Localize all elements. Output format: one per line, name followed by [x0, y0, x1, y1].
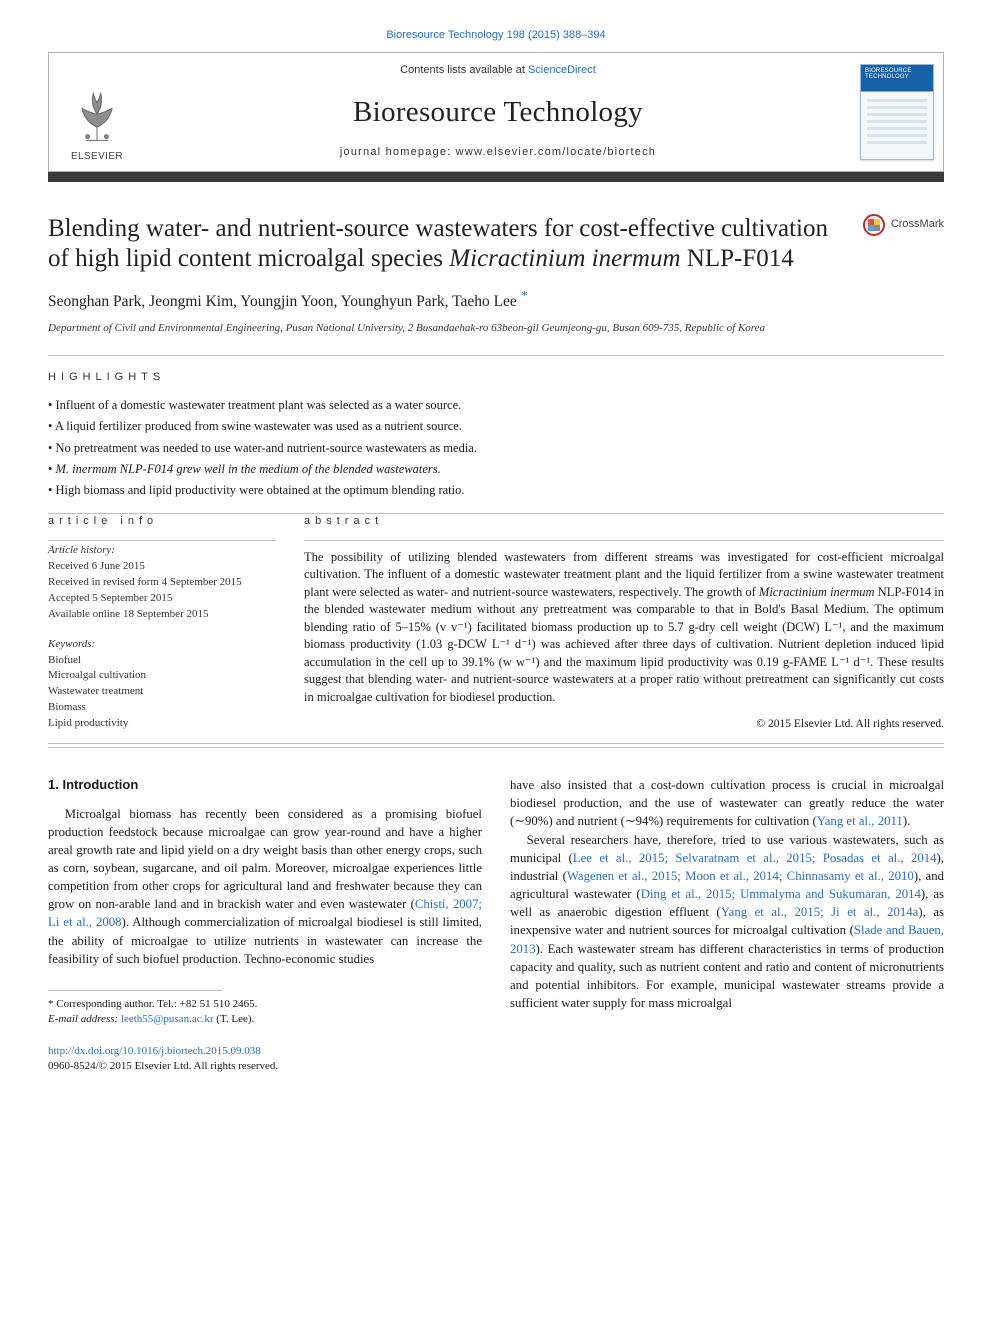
- sciencedirect-link[interactable]: ScienceDirect: [528, 64, 596, 76]
- publisher-cell: ELSEVIER: [49, 53, 145, 171]
- contents-line: Contents lists available at ScienceDirec…: [400, 63, 596, 79]
- highlight-item: M. inermum NLP-F014 grew well in the med…: [48, 460, 944, 478]
- para-text: Microalgal biomass has recently been con…: [48, 807, 482, 912]
- history-head: Article history:: [48, 543, 276, 559]
- authors-line: Seonghan Park, Jeongmi Kim, Youngjin Yoo…: [48, 287, 944, 314]
- highlight-item-em: M. inermum NLP-F014 grew well in the med…: [56, 462, 441, 476]
- citation-link[interactable]: Wagenen et al., 2015; Moon et al., 2014;…: [567, 869, 914, 883]
- email-line: E-mail address: leeth55@pusan.ac.kr (T. …: [48, 1012, 482, 1027]
- keyword: Microalgal cultivation: [48, 668, 276, 684]
- crossmark-label: CrossMark: [891, 217, 944, 233]
- body-col-right: have also insisted that a cost-down cult…: [510, 776, 944, 1075]
- keyword: Biomass: [48, 700, 276, 716]
- email-link[interactable]: leeth55@pusan.ac.kr: [121, 1013, 214, 1025]
- abstract-text: The possibility of utilizing blended was…: [304, 549, 944, 707]
- divider: [48, 747, 944, 748]
- history-line: Received 6 June 2015: [48, 559, 276, 575]
- authors-names: Seonghan Park, Jeongmi Kim, Youngjin Yoo…: [48, 293, 521, 310]
- homepage-prefix: journal homepage:: [340, 146, 456, 158]
- cover-cell: BIORESOURCE TECHNOLOGY: [851, 53, 943, 171]
- email-who: (T. Lee).: [214, 1013, 255, 1025]
- affiliation: Department of Civil and Environmental En…: [48, 321, 944, 337]
- highlights-list: Influent of a domestic wastewater treatm…: [48, 396, 944, 499]
- footnote-rule: [48, 990, 222, 991]
- article-title-species: Micractinium inermum: [449, 245, 680, 272]
- cover-body-lines: [867, 99, 927, 153]
- biblio-ref-line: Bioresource Technology 198 (2015) 388–39…: [48, 28, 944, 44]
- crossmark-icon: [863, 214, 885, 236]
- abstract-species: Micractinium inermum: [759, 585, 875, 599]
- masthead-rule-bar: [48, 172, 944, 182]
- email-label: E-mail address:: [48, 1013, 121, 1025]
- cover-title: BIORESOURCE TECHNOLOGY: [865, 68, 929, 81]
- masthead-center: Contents lists available at ScienceDirec…: [145, 53, 851, 171]
- keyword: Biofuel: [48, 653, 276, 669]
- divider: [48, 540, 276, 541]
- keywords-head: Keywords:: [48, 637, 276, 653]
- citation-link[interactable]: Yang et al., 2011: [817, 814, 903, 828]
- abstract-head: abstract: [304, 514, 944, 530]
- body-col-left: 1. Introduction Microalgal biomass has r…: [48, 776, 482, 1075]
- publisher-name: ELSEVIER: [71, 150, 123, 165]
- article-info-col: article info Article history: Received 6…: [48, 514, 276, 733]
- article-info-head: article info: [48, 514, 276, 530]
- contents-prefix: Contents lists available at: [400, 64, 528, 76]
- history-line: Available online 18 September 2015: [48, 607, 276, 623]
- highlight-item: Influent of a domestic wastewater treatm…: [48, 396, 944, 414]
- footnotes: * Corresponding author. Tel.: +82 51 510…: [48, 997, 482, 1028]
- keyword: Wastewater treatment: [48, 684, 276, 700]
- journal-homepage-line: journal homepage: www.elsevier.com/locat…: [340, 145, 656, 161]
- divider: [304, 540, 944, 541]
- article-title-b: NLP-F014: [681, 245, 794, 272]
- highlights-head: highlights: [48, 370, 944, 386]
- highlight-item: High biomass and lipid productivity were…: [48, 481, 944, 499]
- divider: [48, 355, 944, 356]
- journal-masthead: ELSEVIER Contents lists available at Sci…: [48, 52, 944, 172]
- corresponding-marker-link[interactable]: *: [521, 289, 528, 304]
- info-abstract-row: article info Article history: Received 6…: [48, 514, 944, 733]
- intro-paragraph: Microalgal biomass has recently been con…: [48, 805, 482, 968]
- citation-link[interactable]: Yang et al., 2015; Ji et al., 2014a: [721, 905, 919, 919]
- homepage-url[interactable]: www.elsevier.com/locate/biortech: [456, 146, 656, 158]
- issn-line: 0960-8524/© 2015 Elsevier Ltd. All right…: [48, 1059, 482, 1075]
- article-info-block: Article history: Received 6 June 2015 Re…: [48, 543, 276, 732]
- doi-link[interactable]: http://dx.doi.org/10.1016/j.biortech.201…: [48, 1045, 261, 1057]
- para-text: ).: [903, 814, 910, 828]
- body-columns: 1. Introduction Microalgal biomass has r…: [48, 776, 944, 1075]
- history-line: Received in revised form 4 September 201…: [48, 575, 276, 591]
- article-title: Blending water- and nutrient-source wast…: [48, 214, 840, 275]
- crossmark-badge[interactable]: CrossMark: [840, 204, 944, 236]
- title-row: Blending water- and nutrient-source wast…: [48, 204, 944, 287]
- biblio-ref-link[interactable]: Bioresource Technology 198 (2015) 388–39…: [386, 29, 605, 41]
- doi-block: http://dx.doi.org/10.1016/j.biortech.201…: [48, 1044, 482, 1075]
- keyword: Lipid productivity: [48, 716, 276, 732]
- para-text: ). Each wastewater stream has different …: [510, 942, 944, 1010]
- abstract-col: abstract The possibility of utilizing bl…: [304, 514, 944, 733]
- abstract-b: NLP-F014 in the blended wastewater mediu…: [304, 585, 944, 704]
- history-line: Accepted 5 September 2015: [48, 591, 276, 607]
- citation-link[interactable]: Ding et al., 2015; Ummalyma and Sukumara…: [641, 887, 921, 901]
- intro-paragraph-cont: have also insisted that a cost-down cult…: [510, 776, 944, 830]
- highlight-item: A liquid fertilizer produced from swine …: [48, 417, 944, 435]
- intro-paragraph: Several researchers have, therefore, tri…: [510, 831, 944, 1013]
- abstract-copyright: © 2015 Elsevier Ltd. All rights reserved…: [304, 716, 944, 733]
- journal-title: Bioresource Technology: [353, 91, 643, 133]
- highlight-item: No pretreatment was needed to use water-…: [48, 439, 944, 457]
- journal-cover-thumbnail: BIORESOURCE TECHNOLOGY: [860, 64, 934, 160]
- citation-link[interactable]: Lee et al., 2015; Selvaratnam et al., 20…: [573, 851, 937, 865]
- elsevier-logo-icon: [65, 84, 129, 148]
- corresponding-line: * Corresponding author. Tel.: +82 51 510…: [48, 997, 482, 1012]
- intro-heading: 1. Introduction: [48, 776, 482, 794]
